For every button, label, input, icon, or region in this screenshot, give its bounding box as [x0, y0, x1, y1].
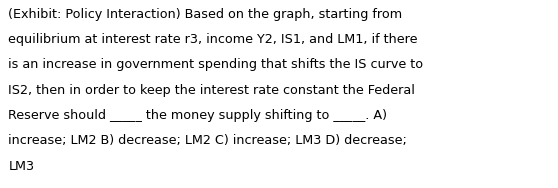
Text: is an increase in government spending that shifts the IS curve to: is an increase in government spending th… — [8, 58, 424, 71]
Text: equilibrium at interest rate r3, income Y2, IS1, and LM1, if there: equilibrium at interest rate r3, income … — [8, 33, 418, 46]
Text: Reserve should _____ the money supply shifting to _____. A): Reserve should _____ the money supply sh… — [8, 109, 387, 122]
Text: (Exhibit: Policy Interaction) Based on the graph, starting from: (Exhibit: Policy Interaction) Based on t… — [8, 8, 402, 20]
Text: IS2, then in order to keep the interest rate constant the Federal: IS2, then in order to keep the interest … — [8, 84, 415, 97]
Text: increase; LM2 B) decrease; LM2 C) increase; LM3 D) decrease;: increase; LM2 B) decrease; LM2 C) increa… — [8, 134, 407, 147]
Text: LM3: LM3 — [8, 160, 35, 173]
